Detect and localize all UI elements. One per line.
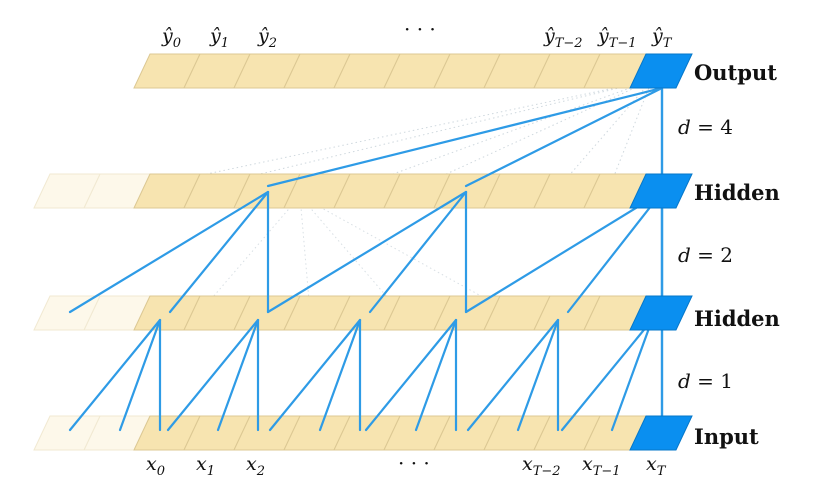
input-sequence-labels: x0 x1 x2 · · · xT−2 xT−1 xT (146, 451, 667, 479)
output-layer-label: Output (694, 60, 777, 85)
connection-hidden1 (610, 318, 654, 432)
dilation-label-4: d = 4 (678, 115, 733, 139)
connection-hidden1 (268, 318, 362, 432)
input-label-xT-1: xT−1 (582, 453, 621, 479)
hidden-layer-2-strip (33, 173, 651, 209)
dotted-guide (299, 195, 401, 313)
connection-hidden1 (516, 318, 560, 432)
dilated-connections (68, 86, 664, 432)
input-layer-strip (33, 415, 651, 451)
input-label-x0: x0 (146, 453, 165, 479)
connection-hidden1 (414, 318, 458, 432)
input-label-x2: x2 (246, 453, 265, 479)
connection-hidden2 (68, 190, 270, 314)
input-layer-label: Input (694, 424, 759, 449)
output-label-y0: ŷ0 (161, 25, 181, 51)
dilation-label-1: d = 1 (678, 369, 733, 393)
dotted-guide (299, 195, 511, 313)
connection-hidden2 (168, 190, 270, 314)
connection-hidden2 (368, 190, 468, 314)
last-timestep-cells (629, 53, 693, 451)
dotted-guide (299, 195, 311, 313)
connection-hidden1 (364, 318, 458, 432)
connection-out (464, 86, 664, 188)
hidden-layer-2-label: Hidden (694, 180, 780, 205)
connection-hidden1 (68, 318, 162, 432)
dotted-guide (149, 79, 653, 187)
dotted-guide (419, 79, 653, 187)
input-label-x1: x1 (196, 453, 215, 479)
output-label-yT: ŷT (651, 25, 673, 51)
padding-cell (33, 173, 101, 209)
hidden-layer-1-label: Hidden (694, 306, 780, 331)
dotted-guide (209, 79, 653, 187)
connection-hidden1 (118, 318, 162, 432)
last-timestep-cell (629, 295, 693, 331)
output-layer-strip (133, 53, 651, 89)
connection-hidden2 (266, 190, 468, 314)
connection-hidden1 (466, 318, 560, 432)
last-timestep-cell (629, 415, 693, 451)
connection-hidden1 (166, 318, 260, 432)
input-ellipsis: · · · (398, 451, 430, 475)
output-label-yT-2: ŷT−2 (543, 25, 583, 51)
output-label-y1: ŷ1 (209, 25, 229, 51)
connection-hidden1 (318, 318, 362, 432)
connection-hidden2 (464, 190, 664, 314)
dotted-guide (199, 195, 301, 313)
output-sequence-labels: ŷ0 ŷ1 ŷ2 · · · ŷT−2 ŷT−1 ŷT (161, 17, 673, 51)
output-label-y2: ŷ2 (257, 25, 277, 51)
input-label-xT: xT (646, 453, 667, 479)
dilation-label-2: d = 2 (678, 243, 733, 267)
input-label-xT-2: xT−2 (522, 453, 561, 479)
output-ellipsis: · · · (404, 17, 436, 41)
last-timestep-cell (629, 53, 693, 89)
dotted-guide (559, 79, 653, 187)
connection-out (266, 86, 664, 188)
hidden-layer-1-strip (33, 295, 651, 331)
output-label-yT-1: ŷT−1 (597, 25, 637, 51)
connection-hidden2 (566, 190, 664, 314)
connection-hidden1 (560, 318, 654, 432)
connection-hidden1 (216, 318, 260, 432)
last-timestep-cell (629, 173, 693, 209)
dotted-guide (359, 79, 653, 187)
padding-cell (33, 415, 101, 451)
